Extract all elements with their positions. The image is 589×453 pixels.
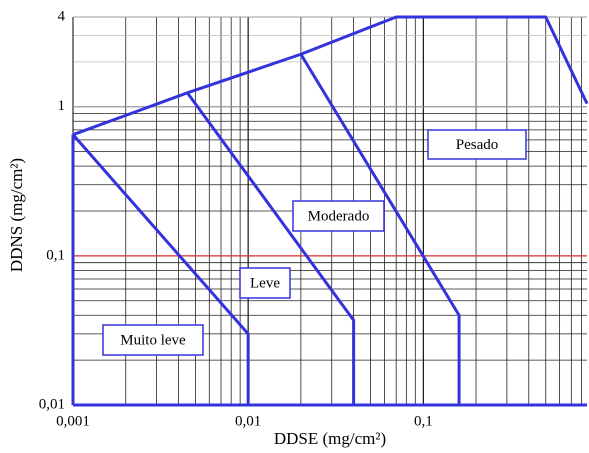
label-box (239, 267, 291, 299)
x-tick-label: 0,1 (414, 413, 433, 429)
x-axis-label: DDSE (mg/cm²) (274, 429, 386, 448)
y-tick-label: 4 (58, 8, 66, 24)
x-tick-label: 0,001 (56, 413, 90, 429)
y-tick-label: 0,01 (39, 396, 65, 412)
y-axis-label: DDNS (mg/cm²) (7, 158, 26, 272)
y-tick-label: 0,1 (46, 247, 65, 263)
boundary-line (299, 53, 461, 405)
boundary-line (72, 15, 589, 137)
y-tick-label: 1 (58, 98, 66, 114)
region-label: Leve (250, 275, 280, 291)
label-box (292, 200, 385, 232)
label-box (102, 324, 204, 356)
boundary-line (186, 91, 356, 405)
boundary-line (71, 133, 250, 405)
region-label: Muito leve (120, 332, 186, 348)
x-tick-label: 0,01 (235, 413, 261, 429)
label-box (427, 129, 527, 160)
region-label: Moderado (308, 208, 370, 224)
region-label: Pesado (456, 137, 499, 153)
